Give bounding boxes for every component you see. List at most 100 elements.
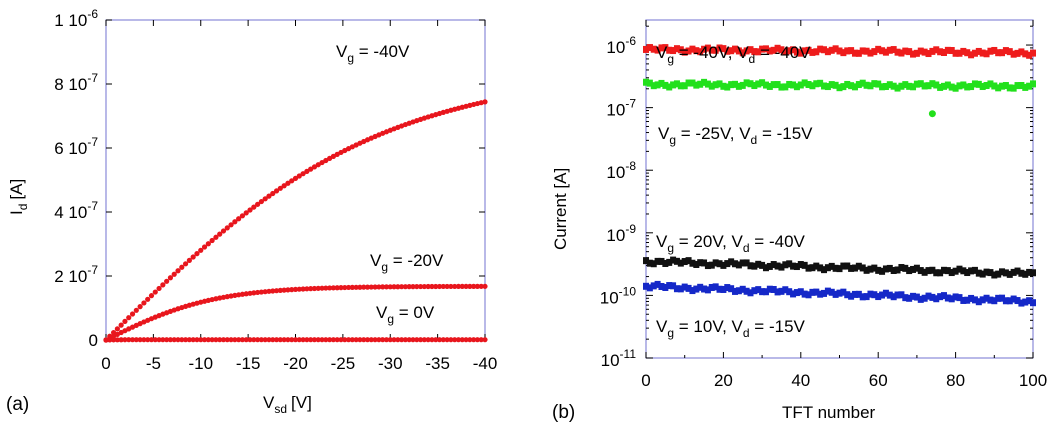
panel-b-data-point xyxy=(813,80,820,88)
panel-a-y-tick-label: 4 10-7 xyxy=(54,199,98,222)
panel-b-data-point xyxy=(677,46,684,54)
panel-a-data-point xyxy=(383,337,390,343)
panel-b-data-point xyxy=(867,82,874,90)
panel-a-data-point xyxy=(357,337,363,343)
panel-a-x-tick-label: -30 xyxy=(378,354,403,373)
panel-a-data-point xyxy=(380,337,386,343)
panel-a-y-tick-label: 0 xyxy=(89,331,98,350)
panel-a-data-point xyxy=(376,284,382,290)
panel-a-data-point xyxy=(156,337,162,343)
panel-b-data-point xyxy=(991,297,998,305)
panel-a-data-point xyxy=(205,337,211,343)
panel-a-data-point xyxy=(474,337,481,343)
panel-a-data-point xyxy=(482,337,488,343)
panel-a-data-point xyxy=(296,337,302,343)
panel-b-data-point xyxy=(875,45,882,53)
panel-b-data-point xyxy=(851,264,858,272)
panel-b-data-point xyxy=(882,289,889,297)
panel-b-label-series-4: Vg = 10V, Vd = -15V xyxy=(656,317,806,340)
panel-a-data-point xyxy=(103,337,109,343)
panel-b-data-point xyxy=(863,266,870,274)
panel-a-data-point xyxy=(171,271,177,277)
panel-b-data-point xyxy=(1006,48,1013,56)
panel-a-data-point xyxy=(239,291,246,297)
panel-a-data-point xyxy=(186,257,192,263)
panel-b-data-point xyxy=(902,47,909,55)
panel-a-data-point xyxy=(141,300,147,306)
panel-a-data-point xyxy=(455,283,462,290)
panel-b-data-point xyxy=(871,80,878,88)
panel-a-data-point xyxy=(395,337,401,343)
panel-b-data-point xyxy=(654,280,661,288)
panel-b-data-point xyxy=(759,288,766,296)
panel-b-data-point xyxy=(979,296,986,304)
panel-b-data-point xyxy=(902,264,909,272)
panel-a-data-point xyxy=(444,337,450,343)
panel-b-data-point xyxy=(732,80,739,88)
panel-b-data-point xyxy=(944,81,951,89)
panel-a-data-point xyxy=(414,337,420,343)
panel-b-data-point xyxy=(739,259,746,267)
panel-b-data-point xyxy=(759,45,766,53)
panel-a-data-point xyxy=(133,337,139,343)
panel-b-data-point xyxy=(751,262,758,270)
panel-a-data-point xyxy=(126,337,132,343)
panel-a-data-point xyxy=(198,337,204,343)
panel-b-data-point xyxy=(871,48,878,56)
panel-a-data-point xyxy=(148,293,155,299)
panel-b-data-point xyxy=(840,288,847,296)
panel-a-data-point xyxy=(482,99,488,105)
panel-b-data-point xyxy=(1010,268,1017,276)
panel-b-data-point xyxy=(937,48,944,56)
panel-b-data-point xyxy=(987,269,994,277)
panel-a-data-point xyxy=(209,237,215,244)
panel-b-data-point xyxy=(1018,299,1025,307)
panel-b-data-point xyxy=(894,266,901,274)
panel-b-data-point xyxy=(778,263,785,271)
panel-a-data-point xyxy=(118,322,124,328)
panel-b-data-point xyxy=(836,289,843,297)
panel-a-label-vg-0: Vg = 0V xyxy=(376,303,435,326)
panel-a-data-point xyxy=(122,337,128,343)
panel-b-data-point xyxy=(797,288,804,296)
panel-b-data-point xyxy=(879,83,886,91)
panel-b-data-point xyxy=(728,258,735,266)
panel-b-data-point xyxy=(840,83,847,91)
panel-b-y-tick-label: 10-10 xyxy=(600,284,637,307)
panel-a-data-point xyxy=(338,337,344,343)
panel-b-data-point xyxy=(778,46,785,54)
panel-b-data-point xyxy=(743,79,750,87)
panel-a-data-point xyxy=(421,283,427,290)
panel-a-data-point xyxy=(417,283,424,290)
panel-a-x-tick-label: -5 xyxy=(146,354,161,373)
panel-a-data-point xyxy=(251,337,257,343)
panel-b-data-point xyxy=(720,261,727,269)
panel-b-data-point xyxy=(782,286,789,294)
panel-a-data-point xyxy=(474,283,481,289)
panel-b-data-point xyxy=(886,264,893,272)
panel-a-data-point xyxy=(289,337,295,343)
panel-b-data-point xyxy=(701,285,708,293)
panel-b-data-point xyxy=(790,46,797,54)
panel-b-y-tick-label: 10-6 xyxy=(606,34,636,57)
panel-b-data-point xyxy=(906,48,913,56)
panel-b-data-point xyxy=(685,284,692,292)
panel-a-data-point xyxy=(145,296,151,302)
panel-a-data-point xyxy=(148,337,155,343)
panel-b-data-point xyxy=(762,81,769,89)
panel-b-data-point xyxy=(666,46,673,54)
panel-a-data-point xyxy=(399,284,405,290)
panel-b-y-tick-label: 10-8 xyxy=(606,159,636,182)
panel-b-data-point xyxy=(933,295,940,303)
panel-a-data-point xyxy=(471,337,477,343)
panel-a-y-axis-label: Id[A] xyxy=(7,179,30,215)
panel-a-data-point xyxy=(311,337,318,343)
panel-b-data-point xyxy=(643,257,649,265)
panel-b-data-point xyxy=(673,257,680,265)
panel-a-data-point xyxy=(281,337,287,343)
panel-b-data-point xyxy=(859,293,866,301)
panel-b-data-point xyxy=(828,262,835,270)
panel-b-data-point xyxy=(751,287,758,295)
panel-b-data-point xyxy=(728,81,735,89)
